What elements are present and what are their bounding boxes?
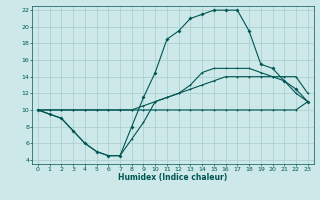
X-axis label: Humidex (Indice chaleur): Humidex (Indice chaleur) [118, 173, 228, 182]
